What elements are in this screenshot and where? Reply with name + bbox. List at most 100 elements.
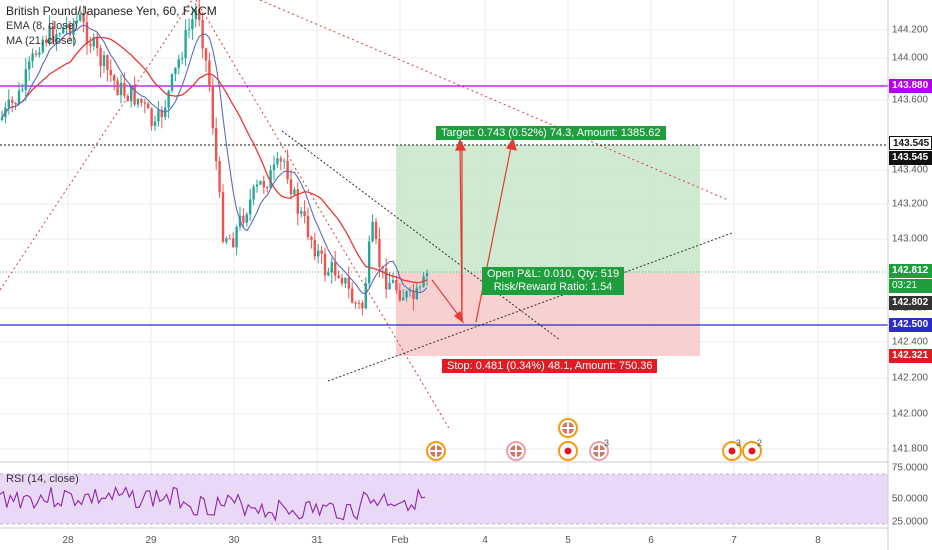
profit-zone[interactable] xyxy=(396,145,700,273)
candle-body[interactable] xyxy=(242,215,245,223)
candle-body[interactable] xyxy=(150,108,153,126)
candle-body[interactable] xyxy=(140,98,143,103)
open-pl-label[interactable]: Open P&L: 0.010, Qty: 519 Risk/Reward Ra… xyxy=(482,267,625,295)
candle-body[interactable] xyxy=(0,117,4,120)
uk-flag-icon[interactable] xyxy=(506,441,526,461)
candle-body[interactable] xyxy=(398,290,401,301)
price-tag-purple[interactable]: 143.880 xyxy=(889,79,932,93)
candle-body[interactable] xyxy=(102,55,106,67)
candle-body[interactable] xyxy=(51,25,55,42)
candle-body[interactable] xyxy=(395,279,398,291)
uk-flag-icon[interactable] xyxy=(589,441,609,461)
candle-body[interactable] xyxy=(289,179,293,195)
candle-body[interactable] xyxy=(21,89,24,91)
candle-body[interactable] xyxy=(79,14,82,21)
candle-body[interactable] xyxy=(82,14,85,23)
candle-body[interactable] xyxy=(344,277,347,284)
candle-body[interactable] xyxy=(211,86,214,129)
price-tag-close[interactable]: 142.802 xyxy=(889,296,932,310)
candle-body[interactable] xyxy=(17,90,21,104)
candle-body[interactable] xyxy=(215,128,218,162)
candle-body[interactable] xyxy=(371,221,374,242)
candle-body[interactable] xyxy=(272,164,276,171)
candle-body[interactable] xyxy=(136,98,140,105)
candle-body[interactable] xyxy=(160,110,163,118)
candle-body[interactable] xyxy=(337,275,340,279)
candle-body[interactable] xyxy=(106,55,109,70)
candle-body[interactable] xyxy=(340,278,344,284)
target-label[interactable]: Target: 0.743 (0.52%) 74.3, Amount: 1385… xyxy=(436,126,666,140)
candle-body[interactable] xyxy=(323,253,327,276)
candle-body[interactable] xyxy=(405,291,408,298)
candle-body[interactable] xyxy=(133,86,136,105)
ema-legend[interactable]: EMA (8, close) xyxy=(6,20,78,32)
candle-body[interactable] xyxy=(310,237,313,241)
rsi-legend[interactable]: RSI (14, close) xyxy=(6,473,79,485)
candle-body[interactable] xyxy=(245,214,248,223)
candle-body[interactable] xyxy=(351,288,354,303)
candle-body[interactable] xyxy=(252,186,255,200)
candle-body[interactable] xyxy=(184,30,187,59)
candle-body[interactable] xyxy=(415,287,418,300)
japan-flag-icon[interactable] xyxy=(558,441,578,461)
candle-body[interactable] xyxy=(357,302,361,304)
candle-body[interactable] xyxy=(31,53,34,62)
candle-body[interactable] xyxy=(194,9,197,20)
japan-flag-icon[interactable] xyxy=(722,441,742,461)
candle-body[interactable] xyxy=(55,34,58,42)
candle-body[interactable] xyxy=(249,199,252,215)
candle-body[interactable] xyxy=(255,184,259,187)
candle-body[interactable] xyxy=(28,61,31,70)
candles[interactable] xyxy=(0,0,429,316)
candle-body[interactable] xyxy=(68,24,72,36)
candle-body[interactable] xyxy=(38,52,41,55)
candle-body[interactable] xyxy=(153,121,157,126)
stop-label[interactable]: Stop: 0.481 (0.34%) 48.1, Amount: 750.36 xyxy=(442,359,658,373)
symbol-title[interactable]: British Pound/Japanese Yen, 60, FXCM xyxy=(6,4,217,18)
candle-body[interactable] xyxy=(113,75,116,81)
candle-body[interactable] xyxy=(276,158,279,165)
candle-body[interactable] xyxy=(391,279,395,283)
candle-body[interactable] xyxy=(286,160,289,180)
candle-body[interactable] xyxy=(24,69,27,90)
candle-body[interactable] xyxy=(425,272,429,277)
candle-body[interactable] xyxy=(402,297,405,301)
candle-body[interactable] xyxy=(109,69,112,76)
candle-body[interactable] xyxy=(303,211,306,216)
candle-body[interactable] xyxy=(187,29,191,31)
candle-body[interactable] xyxy=(65,24,68,28)
candle-body[interactable] xyxy=(334,262,337,276)
candle-body[interactable] xyxy=(174,67,177,75)
candle-body[interactable] xyxy=(14,102,17,104)
price-tag-blue[interactable]: 142.500 xyxy=(889,318,932,332)
japan-flag-icon[interactable] xyxy=(742,441,762,461)
candle-body[interactable] xyxy=(381,267,384,269)
candle-body[interactable] xyxy=(262,180,265,188)
candle-body[interactable] xyxy=(119,82,123,96)
candle-body[interactable] xyxy=(72,23,75,36)
candle-body[interactable] xyxy=(235,226,238,248)
candle-body[interactable] xyxy=(259,180,262,185)
candle-body[interactable] xyxy=(204,48,208,61)
price-tag-target-dup[interactable]: 143.545 xyxy=(889,151,932,165)
event-markers[interactable]: 3 3 2 xyxy=(426,418,762,461)
candle-body[interactable] xyxy=(34,53,38,55)
candle-body[interactable] xyxy=(92,37,95,47)
trendline-red-steep[interactable] xyxy=(195,0,451,431)
candle-body[interactable] xyxy=(123,82,126,96)
candle-body[interactable] xyxy=(75,20,78,24)
ma-legend[interactable]: MA (21, close) xyxy=(6,35,77,47)
candle-body[interactable] xyxy=(11,99,14,103)
chart-legend[interactable]: British Pound/Japanese Yen, 60, FXCM EMA… xyxy=(6,4,217,49)
candle-body[interactable] xyxy=(116,80,119,96)
price-tag-target[interactable]: 143.545 xyxy=(889,136,932,150)
candle-body[interactable] xyxy=(327,272,330,276)
candle-body[interactable] xyxy=(232,238,235,248)
candle-body[interactable] xyxy=(96,37,99,49)
candle-body[interactable] xyxy=(306,215,310,238)
candle-body[interactable] xyxy=(300,211,303,214)
candle-body[interactable] xyxy=(85,22,89,45)
candle-body[interactable] xyxy=(225,238,228,242)
candle-body[interactable] xyxy=(228,238,231,240)
candle-body[interactable] xyxy=(45,39,48,43)
